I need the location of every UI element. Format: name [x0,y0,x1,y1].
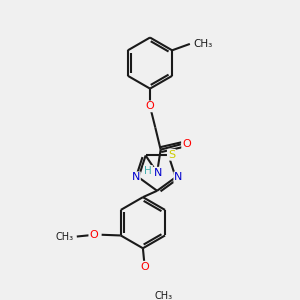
Text: O: O [89,230,98,240]
Text: O: O [140,262,149,272]
Text: CH₃: CH₃ [194,39,213,49]
Text: S: S [168,150,175,160]
Text: N: N [174,172,183,182]
Text: CH₃: CH₃ [155,291,173,300]
Text: N: N [131,172,140,182]
Text: N: N [154,168,162,178]
Text: CH₃: CH₃ [56,232,74,242]
Text: H: H [144,166,152,176]
Text: O: O [182,139,191,149]
Text: O: O [146,101,154,111]
